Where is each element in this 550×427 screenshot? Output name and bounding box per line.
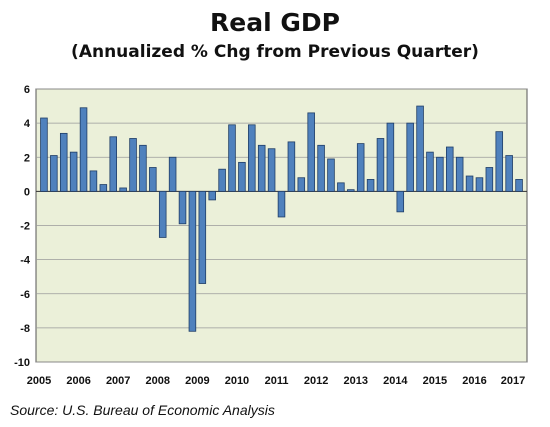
x-tick-label: 2016 [462,375,486,387]
bar [188,190,197,332]
bar [396,190,405,213]
x-tick-label: 2008 [146,375,170,387]
bar [475,177,484,192]
bar [89,170,98,192]
bar [99,184,108,192]
bar [297,177,306,192]
bar [218,168,226,192]
x-tick-label: 2011 [265,375,289,387]
bar [168,156,177,192]
bar [287,141,296,192]
bar [40,117,48,192]
bar [505,155,513,192]
bar [436,156,444,192]
bar [129,138,137,192]
bar [356,143,365,192]
bar [149,167,157,192]
bar [337,182,345,192]
x-tick-label: 2014 [383,375,408,387]
bar [119,187,127,192]
bar [416,105,424,192]
bar [426,151,434,192]
x-tick-label: 2005 [27,375,51,387]
bar [208,190,216,201]
chart-title: Real GDP [210,8,340,37]
bar [139,144,147,192]
bar [386,122,395,192]
bar [248,124,256,192]
bar [455,156,464,192]
bar [317,144,325,192]
bar [495,131,504,192]
bar [327,158,335,192]
y-tick-label: 0 [24,186,30,198]
bar [465,175,474,192]
y-tick-label: -6 [20,289,30,301]
bar [178,190,187,225]
bar [445,146,454,192]
bar [109,136,118,192]
bar [79,107,88,192]
bar [347,189,355,192]
bar [267,148,276,192]
bar [307,112,315,192]
y-tick-label: -8 [20,323,30,335]
x-tick-label: 2017 [501,375,525,387]
x-tick-label: 2012 [304,375,328,387]
bar [277,190,286,218]
bar [257,144,266,192]
y-tick-label: -4 [20,255,31,267]
y-tick-label: 6 [24,84,30,96]
y-tick-label: -10 [14,357,30,369]
bar [406,122,414,192]
chart-subtitle: (Annualized % Chg from Previous Quarter) [71,42,479,62]
x-tick-label: 2006 [66,375,90,387]
bar [366,179,375,192]
x-tick-label: 2007 [106,375,130,387]
bar [59,132,68,192]
bar [198,190,207,284]
bar [376,138,385,192]
y-tick-label: 4 [24,118,31,130]
bar [485,167,494,192]
y-tick-label: 2 [24,152,30,164]
source-note: Source: U.S. Bureau of Economic Analysis [10,402,275,418]
bar [158,190,167,238]
bar [238,161,246,192]
y-tick-label: -2 [20,221,30,233]
x-tick-label: 2013 [343,375,367,387]
x-tick-label: 2015 [423,375,447,387]
x-tick-label: 2010 [225,375,249,387]
x-tick-label: 2009 [185,375,209,387]
bar [50,155,58,192]
bar [228,124,236,192]
bar [69,151,78,192]
bar [515,179,523,192]
